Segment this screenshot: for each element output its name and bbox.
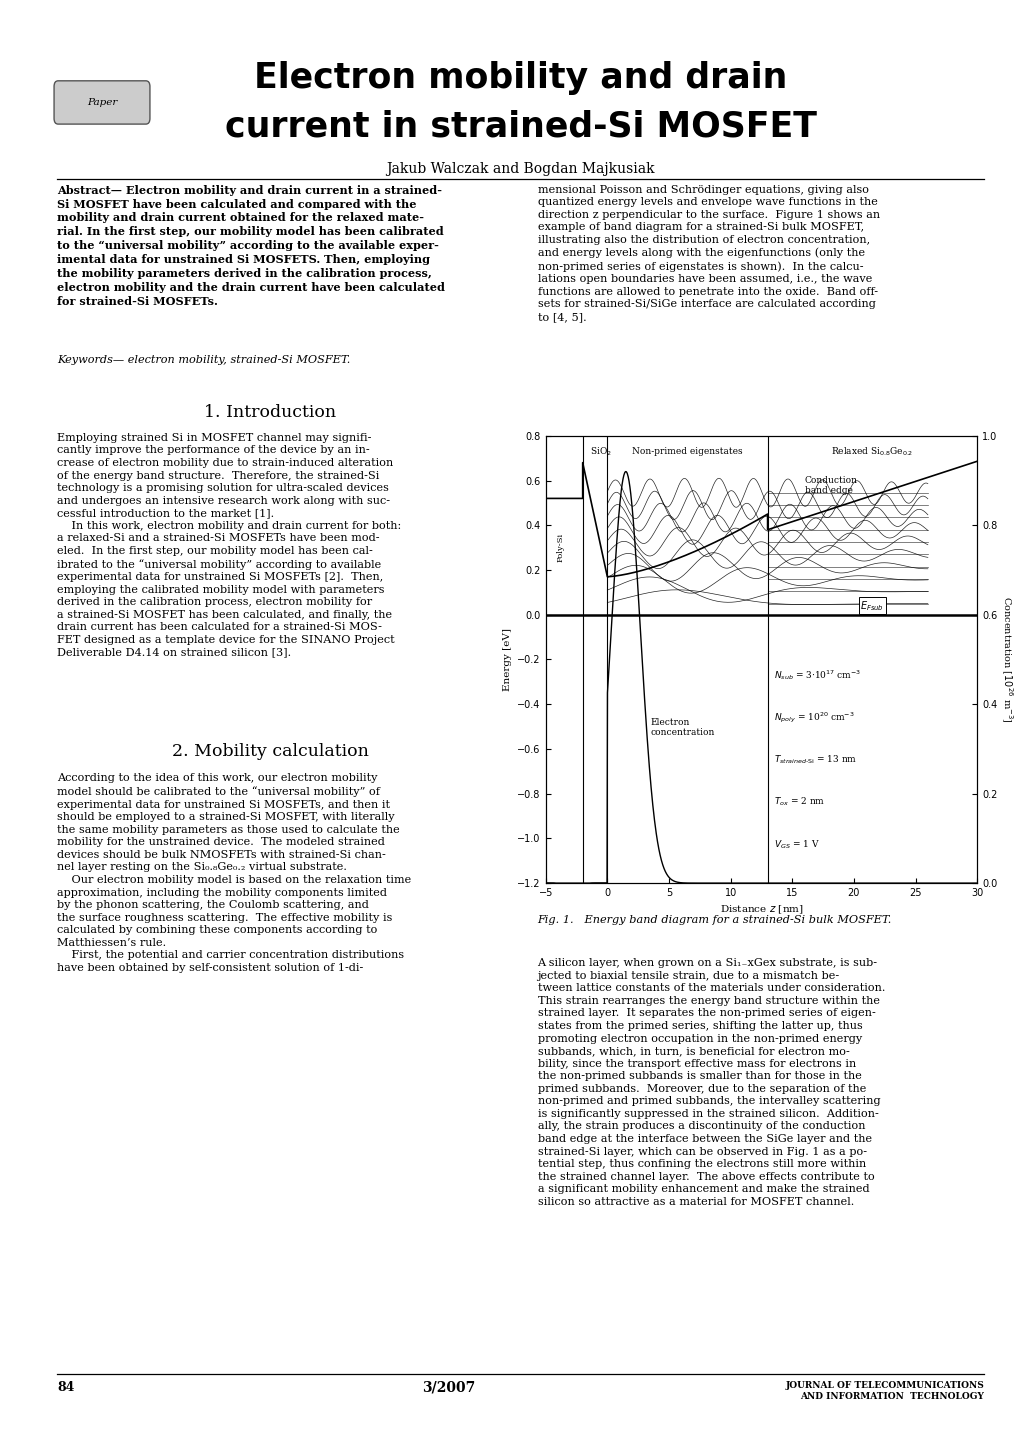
Text: JOURNAL OF TELECOMMUNICATIONS
AND INFORMATION  TECHNOLOGY: JOURNAL OF TELECOMMUNICATIONS AND INFORM… bbox=[785, 1381, 983, 1401]
X-axis label: Distance $z$ [nm]: Distance $z$ [nm] bbox=[718, 903, 803, 916]
Text: Keywords— electron mobility, strained-Si MOSFET.: Keywords— electron mobility, strained-Si… bbox=[57, 355, 351, 365]
Text: Non-primed eigenstates: Non-primed eigenstates bbox=[632, 447, 742, 456]
Text: $V_{GS}$ = 1 V: $V_{GS}$ = 1 V bbox=[773, 838, 818, 851]
Text: $E_{Fsub}$: $E_{Fsub}$ bbox=[860, 599, 883, 613]
Text: mensional Poisson and Schrödinger equations, giving also
quantized energy levels: mensional Poisson and Schrödinger equati… bbox=[537, 185, 878, 322]
Text: Electron
concentration: Electron concentration bbox=[650, 717, 714, 737]
Text: A silicon layer, when grown on a Si₁₋xGex substrate, is sub-
jected to biaxial t: A silicon layer, when grown on a Si₁₋xGe… bbox=[537, 958, 884, 1206]
Text: Employing strained Si in MOSFET channel may signifi-
cantly improve the performa: Employing strained Si in MOSFET channel … bbox=[57, 433, 401, 658]
Text: $T_{\mathit{strained}\text{-Si}}$ = 13 nm: $T_{\mathit{strained}\text{-Si}}$ = 13 n… bbox=[773, 753, 856, 766]
Text: Fig. 1.   Energy band diagram for a strained-Si bulk MOSFET.: Fig. 1. Energy band diagram for a strain… bbox=[537, 915, 891, 925]
Text: 84: 84 bbox=[57, 1381, 74, 1394]
Text: SiO$_2$: SiO$_2$ bbox=[590, 446, 611, 457]
Text: 3/2007: 3/2007 bbox=[422, 1381, 475, 1395]
Text: $T_{ox}$ = 2 nm: $T_{ox}$ = 2 nm bbox=[773, 797, 824, 808]
Text: Conduction
band edge: Conduction band edge bbox=[804, 476, 857, 495]
Text: 2. Mobility calculation: 2. Mobility calculation bbox=[171, 743, 369, 760]
Text: Poly-Si: Poly-Si bbox=[556, 532, 564, 563]
Text: Electron mobility and drain: Electron mobility and drain bbox=[254, 61, 787, 95]
Text: Jakub Walczak and Bogdan Majkusiak: Jakub Walczak and Bogdan Majkusiak bbox=[386, 162, 654, 176]
Y-axis label: Concentration [$10^{26}$ m$^{-3}$]: Concentration [$10^{26}$ m$^{-3}$] bbox=[998, 596, 1013, 723]
Text: 1. Introduction: 1. Introduction bbox=[204, 404, 336, 421]
Text: Paper: Paper bbox=[87, 98, 117, 107]
Text: current in strained-Si MOSFET: current in strained-Si MOSFET bbox=[224, 110, 816, 144]
Text: Abstract— Electron mobility and drain current in a strained-
Si MOSFET have been: Abstract— Electron mobility and drain cu… bbox=[57, 185, 444, 307]
Text: $N_{sub}$ = 3$\cdot$10$^{17}$ cm$^{-3}$: $N_{sub}$ = 3$\cdot$10$^{17}$ cm$^{-3}$ bbox=[773, 668, 860, 683]
Y-axis label: Energy [eV]: Energy [eV] bbox=[502, 628, 512, 691]
Text: Relaxed Si$_{0.8}$Ge$_{0.2}$: Relaxed Si$_{0.8}$Ge$_{0.2}$ bbox=[830, 446, 913, 457]
FancyBboxPatch shape bbox=[54, 81, 150, 124]
Text: $N_{poly}$ = 10$^{20}$ cm$^{-3}$: $N_{poly}$ = 10$^{20}$ cm$^{-3}$ bbox=[773, 711, 854, 726]
Text: According to the idea of this work, our electron mobility
model should be calibr: According to the idea of this work, our … bbox=[57, 773, 411, 973]
